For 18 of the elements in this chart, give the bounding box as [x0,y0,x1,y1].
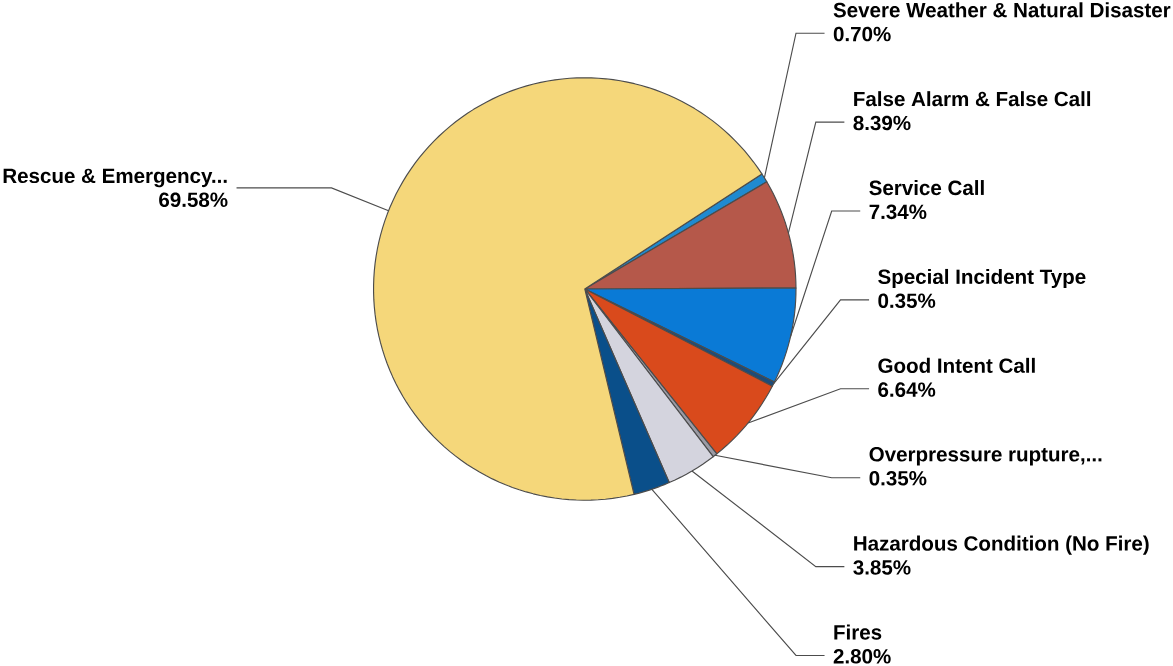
slice-label: Hazardous Condition (No Fire) [854,535,1149,555]
data-label: 2.80% [833,649,891,664]
data-label: 0.70% [833,26,891,42]
slice-label: Rescue & Emergency... [3,168,227,188]
data-label: 0.35% [869,471,927,486]
slice-label: Fires [834,624,882,640]
slice-label: Special Incident Type [878,268,1086,289]
slice-label: False Alarm & False Call [854,91,1091,107]
slice-label: Severe Weather & Natural Disaster [833,2,1171,18]
data-label: 69.58% [159,192,228,208]
data-label: 3.85% [853,560,911,575]
slice-label: Service Call [869,180,984,196]
data-label: 0.35% [878,293,936,309]
slice-label: Good Intent Call [878,357,1035,374]
data-label: 8.39% [853,115,911,131]
data-label: 7.34% [869,204,927,220]
data-label: 6.64% [878,382,936,397]
slice-label: Overpressure rupture,... [869,447,1102,466]
